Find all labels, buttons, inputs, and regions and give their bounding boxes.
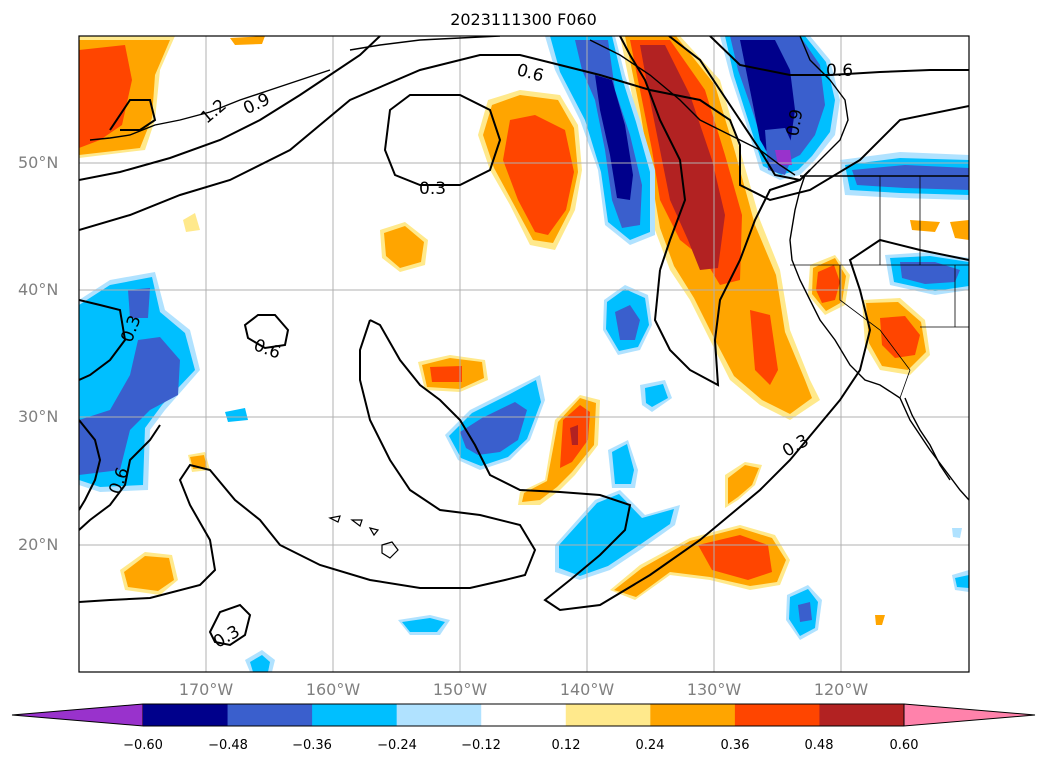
colorbar-tick: 0.36 <box>720 738 750 753</box>
colorbar-segment <box>312 704 398 726</box>
map-border <box>78 35 970 673</box>
lon-label-150w: 150°W <box>432 680 488 699</box>
hawaii-islands <box>328 515 399 559</box>
contour-lines <box>79 36 969 647</box>
lat-label-50n: 50°N <box>18 153 59 172</box>
lat-label-30n: 30°N <box>18 407 59 426</box>
negative-anomaly-shading <box>79 36 969 672</box>
lon-label-130w: 130°W <box>686 680 742 699</box>
colorbar-extend-max <box>903 703 1036 727</box>
colorbar-tick: 0.12 <box>551 738 581 753</box>
colorbar-segment <box>565 704 651 726</box>
map-title: 2023111300 F060 <box>450 10 597 29</box>
contour-label: 0.3 <box>419 179 446 199</box>
lon-label-120w: 120°W <box>813 680 869 699</box>
colorbar-tick: −0.24 <box>377 738 417 753</box>
colorbar-segment <box>143 704 229 726</box>
colorbar-segment <box>819 704 905 726</box>
colorbar-segment <box>396 704 482 726</box>
colorbar-tick: −0.36 <box>292 738 332 753</box>
colorbar <box>11 703 1036 727</box>
colorbar-extend-min <box>11 703 144 727</box>
state-borders <box>790 176 969 399</box>
contour-label: 0.9 <box>783 108 807 138</box>
colorbar-tick: −0.12 <box>461 738 501 753</box>
gridlines <box>79 36 969 672</box>
colorbar-tick: 0.60 <box>889 738 919 753</box>
colorbar-segment <box>734 704 820 726</box>
colorbar-segment <box>227 704 313 726</box>
colorbar-tick: −0.60 <box>123 738 163 753</box>
colorbar-border <box>143 703 904 727</box>
lon-label-160w: 160°W <box>305 680 361 699</box>
lon-label-140w: 140°W <box>559 680 615 699</box>
colorbar-tick: 0.24 <box>635 738 665 753</box>
lon-label-170w: 170°W <box>178 680 234 699</box>
contour-label: 0.6 <box>826 61 853 81</box>
lat-label-40n: 40°N <box>18 280 59 299</box>
colorbar-segment <box>481 704 567 726</box>
colorbar-tick: 0.48 <box>804 738 834 753</box>
lat-label-20n: 20°N <box>18 535 59 554</box>
colorbar-tick: −0.48 <box>208 738 248 753</box>
colorbar-segment <box>650 704 736 726</box>
